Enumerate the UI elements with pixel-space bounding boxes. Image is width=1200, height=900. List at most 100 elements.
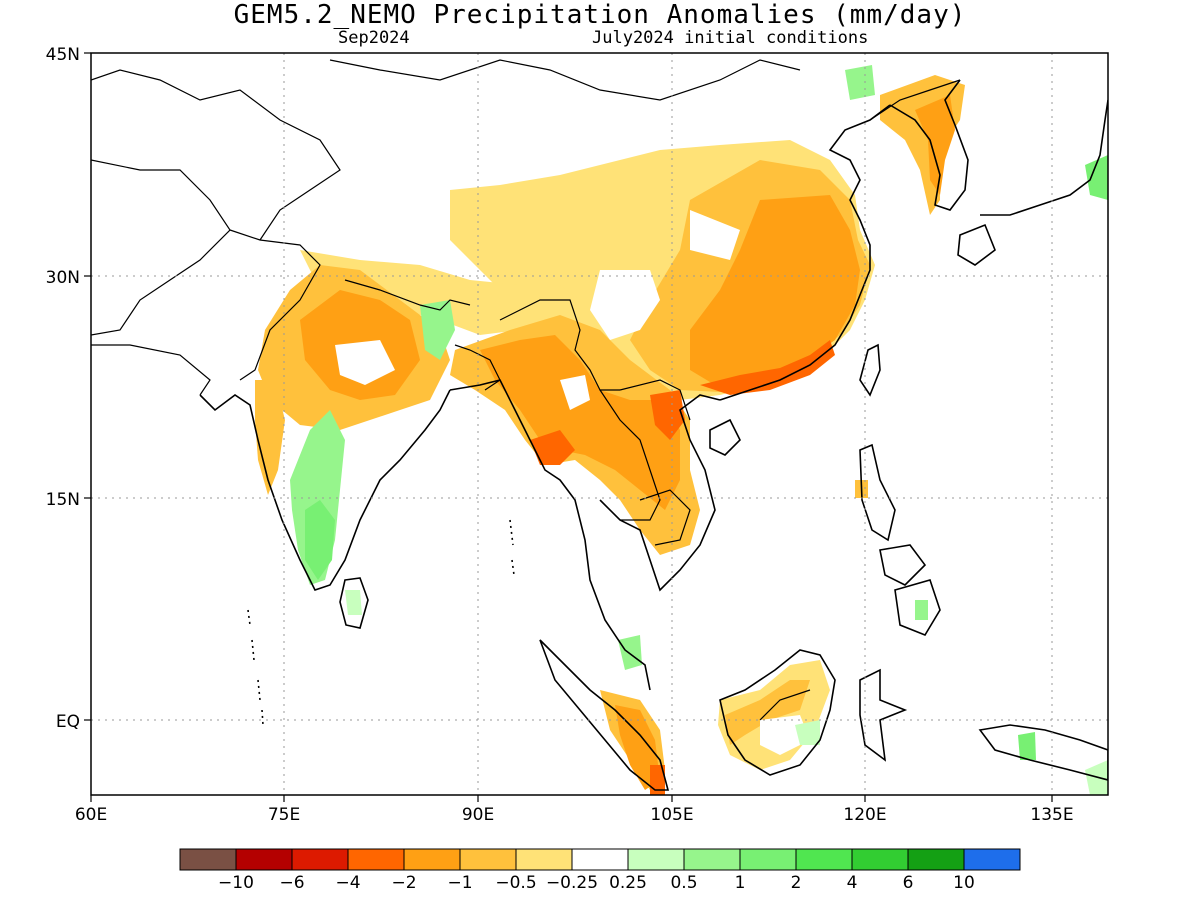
border-vietnam (619, 379, 691, 421)
map-frame (90, 52, 1109, 796)
coastline-hainan (709, 418, 741, 456)
border-myanmar-china (499, 299, 620, 391)
colorbar-swatch (403, 848, 461, 871)
anomaly-hole-myanmar (560, 375, 590, 410)
colorbar-label: −4 (335, 873, 360, 893)
colorbar (179, 848, 1021, 871)
colorbar-label: 10 (953, 873, 975, 893)
border-west-asia (91, 344, 211, 396)
anomaly-field (255, 65, 1108, 795)
coastline-visayas (879, 544, 927, 586)
colorbar-label: 1 (735, 873, 746, 893)
coastline-japan (980, 99, 1108, 216)
coastline-andaman (509, 519, 515, 576)
coastline-myanmar-malay (449, 379, 651, 691)
colorbar-swatch (179, 848, 237, 871)
colorbar-swatch (739, 848, 797, 871)
anomaly-hole-china (590, 270, 660, 340)
anomaly-patch-western-ghats-strong (305, 500, 335, 580)
y-tick-label: EQ (56, 712, 80, 732)
anomaly-patch-borneo-green (795, 720, 820, 745)
y-axis-labels: 45N 30N 15N EQ (46, 45, 80, 732)
colorbar-label: −1 (447, 873, 472, 893)
colorbar-swatch (571, 848, 629, 871)
anomaly-patch-south-china (700, 340, 835, 395)
x-tick-label: 90E (462, 805, 494, 825)
colorbar-label: −10 (218, 873, 254, 893)
colorbar-label: −0.25 (546, 873, 598, 893)
anomaly-patch-korea (880, 75, 965, 215)
colorbar-swatch (683, 848, 741, 871)
anomaly-patch-korea-strong (915, 95, 955, 195)
y-tick-label: 30N (46, 268, 80, 288)
graticule (91, 53, 1108, 795)
colorbar-swatch (907, 848, 965, 871)
colorbar-label: 0.25 (609, 873, 647, 893)
anomaly-patch-myanmar-coast (530, 430, 575, 465)
x-tick-label: 135E (1030, 805, 1073, 825)
anomaly-patch-malay-peninsula (618, 635, 642, 670)
colorbar-swatch (291, 848, 349, 871)
coastline-india (199, 389, 451, 591)
initial-conditions: July2024 initial conditions (592, 28, 869, 48)
forecast-month: Sep2024 (338, 28, 410, 48)
colorbar-swatch (627, 848, 685, 871)
border-north-korea (869, 79, 961, 121)
colorbar-swatch (235, 848, 293, 871)
colorbar-label: −6 (279, 873, 304, 893)
colorbar-label: 4 (847, 873, 858, 893)
anomaly-patch-japan (1085, 155, 1108, 200)
anomaly-patch-mindanao (915, 600, 928, 620)
coastline-indochina (599, 394, 721, 592)
colorbar-label: 2 (791, 873, 802, 893)
border-cambodia (639, 489, 691, 546)
colorbar-label: −0.5 (495, 873, 536, 893)
colorbar-label: 0.5 (670, 873, 697, 893)
border-thailand-laos (599, 389, 661, 521)
anomaly-patch-india-west (255, 380, 285, 495)
colorbar-swatch (963, 848, 1021, 871)
border-pakistan-india (229, 229, 321, 381)
anomaly-patch-vietnam (650, 390, 685, 440)
colorbar-swatch (459, 848, 517, 871)
anomaly-patch-mongolia (845, 65, 875, 100)
coastline-new-guinea (978, 724, 1108, 781)
coastline-china (719, 104, 891, 401)
colorbar-labels: −10 −6 −4 −2 −1 −0.5 −0.25 0.25 0.5 1 2 4 6 10 (218, 873, 975, 893)
y-tick-label: 45N (46, 45, 80, 65)
colorbar-swatch (795, 848, 853, 871)
coastline-borneo (719, 649, 836, 776)
anomaly-patch-bhutan (420, 300, 455, 360)
colorbar-swatch (515, 848, 573, 871)
y-tick-label: 15N (46, 490, 80, 510)
coastline-mindanao (894, 579, 941, 636)
x-tick-label: 75E (268, 805, 300, 825)
anomaly-patch-sumatra-strong (615, 705, 660, 790)
anomaly-hole-china-2 (690, 210, 740, 260)
x-axis-labels: 60E 75E 90E 105E 120E 135E (75, 805, 1074, 825)
anomaly-patch-indochina-strong (480, 335, 680, 510)
coastline-sri-lanka (339, 577, 369, 629)
colorbar-label: 6 (903, 873, 914, 893)
border-malaysia-indonesia (759, 689, 811, 721)
colorbar-swatch (347, 848, 405, 871)
border-bangladesh (454, 344, 501, 391)
coastline-kyushu (957, 223, 996, 266)
anomaly-patch-sumatra-south (650, 765, 665, 795)
coastline-luzon (859, 443, 896, 542)
coastline-sulawesi (859, 668, 908, 762)
coastlines (91, 59, 1108, 791)
x-tick-label: 105E (650, 805, 693, 825)
anomaly-patch-china-strong (690, 195, 860, 388)
anomaly-patch-new-guinea (1018, 732, 1036, 760)
coastline-sumatra (539, 639, 670, 791)
coastline-maldives (247, 609, 264, 726)
x-tick-label: 120E (843, 805, 886, 825)
x-tick-label: 60E (75, 805, 107, 825)
border-afghanistan (91, 159, 231, 336)
map-title: GEM5.2_NEMO Precipitation Anomalies (mm/… (233, 0, 967, 30)
border-mongolia (329, 59, 801, 101)
anomaly-patch-sri-lanka (345, 590, 362, 615)
colorbar-label: −2 (391, 873, 416, 893)
